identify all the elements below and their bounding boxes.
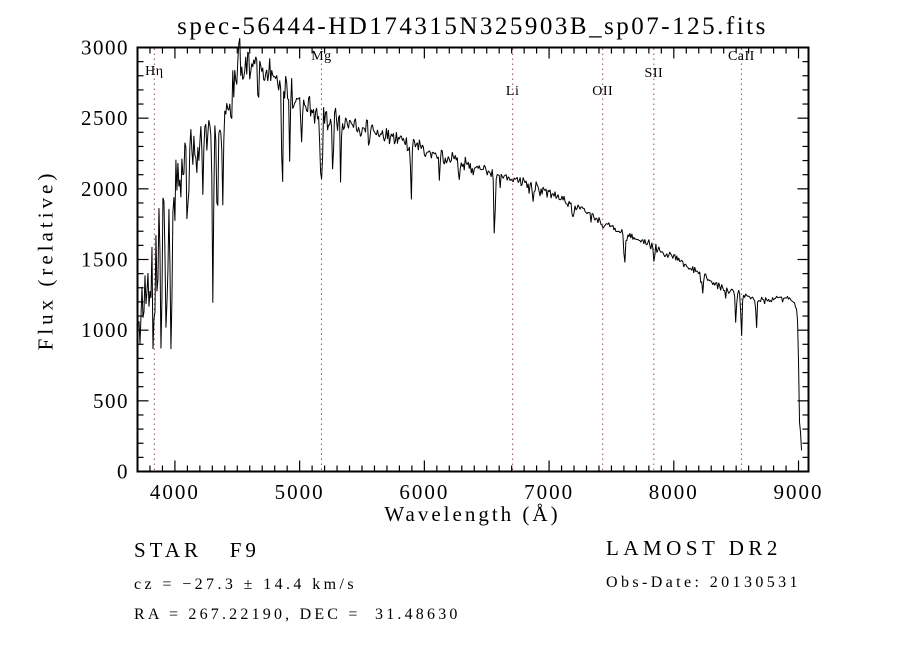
- y-axis-label: Flux (relative): [33, 169, 58, 351]
- obs-date-text: Obs-Date: 20130531: [606, 574, 801, 591]
- survey-release-text: LAMOST DR2: [606, 536, 782, 560]
- y-tick-label: 3000: [81, 36, 129, 60]
- y-tick-label: 0: [117, 460, 129, 484]
- x-axis-label: Wavelength (Å): [384, 502, 561, 526]
- plot-title: spec-56444-HD174315N325903B_sp07-125.fit…: [177, 13, 768, 40]
- y-tick-label: 2500: [81, 106, 129, 130]
- spectral-line-label: OII: [592, 84, 613, 99]
- y-tick-label: 2000: [81, 177, 129, 201]
- x-tick-label: 8000: [649, 480, 699, 504]
- x-tick-label: 6000: [399, 480, 449, 504]
- x-tick-label: 5000: [275, 480, 325, 504]
- spectrum-curve: [138, 38, 803, 451]
- x-tick-label: 4000: [150, 480, 200, 504]
- spectral-line-label: SII: [645, 66, 664, 81]
- plot-frame: [136, 46, 810, 473]
- y-tick-label: 500: [93, 389, 129, 413]
- y-tick-label: 1000: [81, 318, 129, 342]
- radial-velocity-text: cz = −27.3 ± 14.4 km/s: [134, 576, 357, 593]
- spectral-line-label: CaII: [728, 49, 755, 64]
- object-class-text: STAR F9: [134, 538, 260, 562]
- y-tick-label: 1500: [81, 248, 129, 272]
- spectral-line-label: Hη: [145, 64, 163, 79]
- x-tick-label: 9000: [774, 480, 824, 504]
- spectral-line-label: Mg: [311, 49, 331, 64]
- x-tick-label: 7000: [524, 480, 574, 504]
- spectral-line-label: Li: [506, 84, 519, 99]
- ra-dec-text: RA = 267.22190, DEC = 31.48630: [134, 606, 461, 623]
